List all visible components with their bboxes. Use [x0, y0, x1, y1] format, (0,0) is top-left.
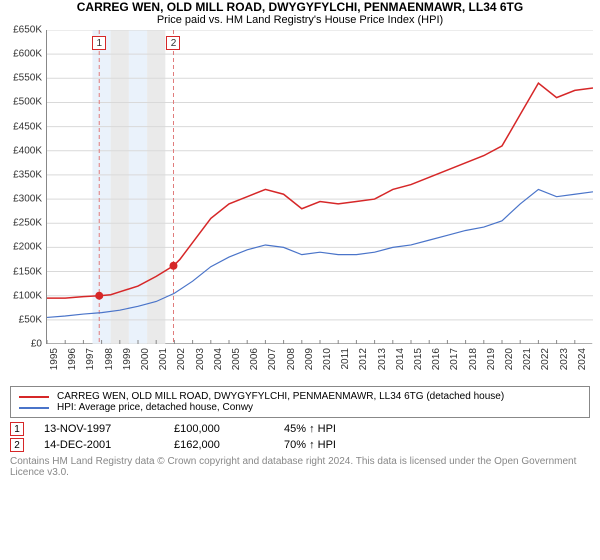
- event-delta: 70% ↑ HPI: [284, 439, 336, 451]
- legend-label: HPI: Average price, detached house, Conw…: [57, 402, 253, 413]
- x-tick-label: 2018: [468, 348, 479, 370]
- footnote: Contains HM Land Registry data © Crown c…: [10, 456, 590, 478]
- legend-label: CARREG WEN, OLD MILL ROAD, DWYGYFYLCHI, …: [57, 391, 504, 402]
- y-tick-label: £250K: [13, 218, 42, 229]
- y-tick-label: £150K: [13, 266, 42, 277]
- event-marker-1: 1: [92, 36, 106, 50]
- x-tick-label: 2023: [559, 348, 570, 370]
- x-tick-label: 2008: [286, 348, 297, 370]
- x-tick-label: 2004: [213, 348, 224, 370]
- x-tick-label: 2001: [158, 348, 169, 370]
- y-tick-label: £500K: [13, 97, 42, 108]
- x-axis: 1995 1996 1997 1998 1999 2000 2001 2002 2003 2004…: [46, 344, 592, 380]
- event-price: £100,000: [174, 423, 264, 435]
- x-tick-label: 2024: [577, 348, 588, 370]
- y-tick-label: £550K: [13, 73, 42, 84]
- x-tick-label: 2017: [449, 348, 460, 370]
- y-tick-label: £450K: [13, 121, 42, 132]
- x-tick-label: 1997: [85, 348, 96, 370]
- legend-swatch: [19, 407, 49, 409]
- y-axis: £0£50K£100K£150K£200K£250K£300K£350K£400…: [0, 30, 46, 344]
- x-tick-label: 2000: [140, 348, 151, 370]
- events-table: 1 13-NOV-1997 £100,000 45% ↑ HPI 2 14-DEC-200…: [10, 422, 590, 452]
- event-delta: 45% ↑ HPI: [284, 423, 336, 435]
- y-tick-label: £50K: [19, 314, 42, 325]
- event-price: £162,000: [174, 439, 264, 451]
- legend-swatch: [19, 396, 49, 398]
- legend-item: CARREG WEN, OLD MILL ROAD, DWYGYFYLCHI, …: [19, 391, 581, 402]
- x-tick-label: 2011: [340, 348, 351, 370]
- x-tick-label: 2016: [431, 348, 442, 370]
- legend: CARREG WEN, OLD MILL ROAD, DWYGYFYLCHI, …: [10, 386, 590, 418]
- y-tick-label: £200K: [13, 242, 42, 253]
- x-tick-label: 2009: [304, 348, 315, 370]
- y-tick-label: £350K: [13, 169, 42, 180]
- chart-title: CARREG WEN, OLD MILL ROAD, DWYGYFYLCHI, …: [0, 0, 600, 14]
- event-date: 13-NOV-1997: [44, 423, 154, 435]
- chart-area: £0 £50K £100K £150K £200K £250K £300K £350K £400…: [0, 30, 600, 380]
- y-tick-label: £100K: [13, 290, 42, 301]
- x-tick-label: 1998: [104, 348, 115, 370]
- x-tick-label: 2007: [267, 348, 278, 370]
- event-date: 14-DEC-2001: [44, 439, 154, 451]
- event-row: 1 13-NOV-1997 £100,000 45% ↑ HPI: [10, 422, 590, 436]
- x-tick-label: 2020: [504, 348, 515, 370]
- x-tick-label: 2013: [377, 348, 388, 370]
- chart-subtitle: Price paid vs. HM Land Registry's House …: [0, 14, 600, 26]
- y-tick-label: £600K: [13, 49, 42, 60]
- event-marker-2: 2: [166, 36, 180, 50]
- x-tick-label: 2006: [249, 348, 260, 370]
- y-tick-label: £400K: [13, 145, 42, 156]
- x-tick-label: 2021: [522, 348, 533, 370]
- x-tick-label: 1999: [122, 348, 133, 370]
- x-tick-label: 2014: [395, 348, 406, 370]
- x-tick-label: 2002: [176, 348, 187, 370]
- y-tick-label: £650K: [13, 25, 42, 36]
- event-row-marker: 2: [10, 438, 24, 452]
- x-tick-label: 2005: [231, 348, 242, 370]
- x-tick-label: 1995: [49, 348, 60, 370]
- x-tick-label: 2019: [486, 348, 497, 370]
- x-tick-label: 2022: [540, 348, 551, 370]
- event-row: 2 14-DEC-2001 £162,000 70% ↑ HPI: [10, 438, 590, 452]
- y-tick-label: £0: [31, 339, 42, 350]
- legend-item: HPI: Average price, detached house, Conw…: [19, 402, 581, 413]
- x-tick-label: 1996: [67, 348, 78, 370]
- x-tick-label: 2012: [358, 348, 369, 370]
- x-tick-label: 2015: [413, 348, 424, 370]
- x-tick-label: 2003: [195, 348, 206, 370]
- event-row-marker: 1: [10, 422, 24, 436]
- plot-area: 12: [46, 30, 592, 344]
- y-tick-label: £300K: [13, 194, 42, 205]
- x-tick-label: 2010: [322, 348, 333, 370]
